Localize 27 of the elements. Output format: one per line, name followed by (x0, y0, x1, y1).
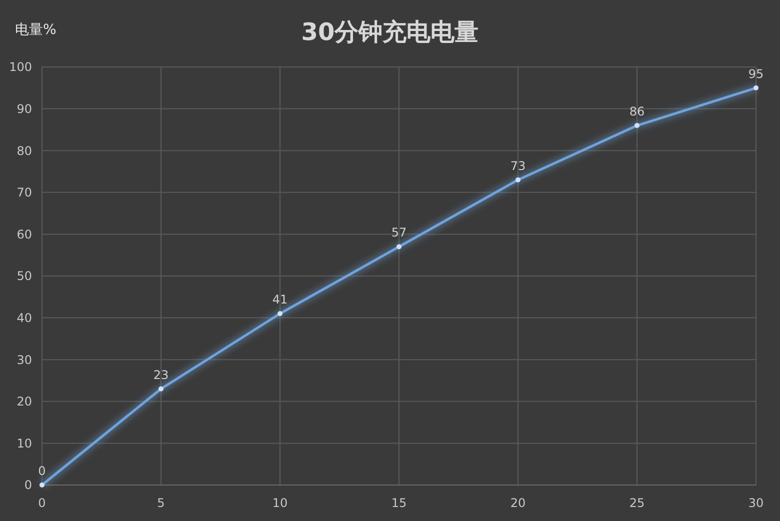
x-tick-label: 10 (272, 496, 288, 510)
data-label: 57 (391, 226, 407, 240)
y-tick-label: 50 (16, 269, 32, 284)
x-tick-label: 20 (510, 496, 526, 510)
x-tick-label: 25 (629, 496, 645, 510)
y-tick-label: 80 (16, 144, 32, 158)
y-tick-label: 40 (16, 311, 32, 325)
data-label: 0 (38, 464, 46, 478)
y-axis-title: 电量% (15, 22, 56, 38)
data-label: 73 (510, 158, 526, 173)
data-label: 23 (153, 368, 169, 382)
y-tick-label: 90 (16, 102, 32, 116)
data-label: 95 (748, 66, 764, 81)
y-tick-label: 100 (9, 60, 32, 74)
y-tick-label: 0 (24, 478, 32, 492)
y-tick-label: 20 (16, 394, 32, 409)
y-tick-label: 60 (16, 227, 32, 242)
chart-title: 30分钟充电电量 (301, 18, 479, 46)
y-tick-label: 30 (16, 352, 32, 367)
x-tick-label: 30 (748, 496, 764, 510)
x-tick-label: 5 (157, 496, 165, 510)
y-tick-label: 10 (16, 436, 32, 450)
y-tick-label: 70 (16, 186, 32, 200)
data-label: 41 (272, 292, 288, 307)
x-tick-label: 15 (391, 496, 407, 510)
x-tick-label: 0 (38, 496, 46, 510)
data-label: 86 (629, 104, 645, 119)
